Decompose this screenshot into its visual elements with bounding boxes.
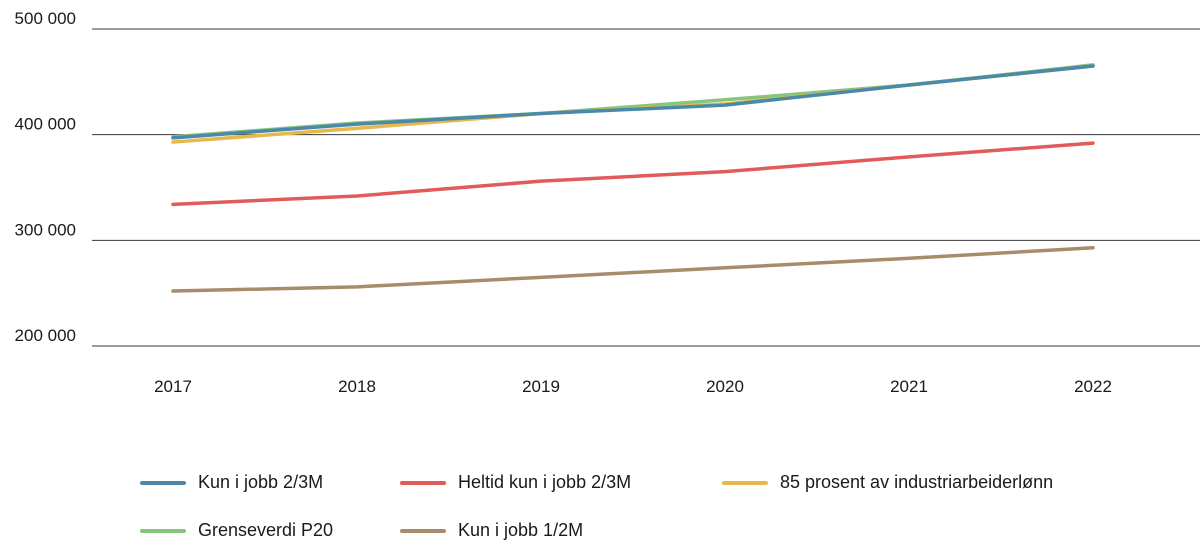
x-tick-label: 2019 [522,377,560,396]
series-line-0 [171,64,1095,140]
y-tick-label: 200 000 [15,326,76,345]
y-tick-label: 500 000 [15,9,76,28]
x-tick-label: 2018 [338,377,376,396]
x-axis-labels: 2017 2018 2019 2020 2021 2022 [154,377,1112,396]
y-tick-label: 300 000 [15,220,76,239]
y-axis-labels: 200 000 300 000 400 000 500 000 [15,9,76,345]
x-tick-label: 2021 [890,377,928,396]
series-line-2 [171,64,1095,144]
y-tick-label: 400 000 [15,115,76,134]
series-line-1 [171,141,1095,207]
series-lines [171,63,1095,293]
x-tick-label: 2017 [154,377,192,396]
x-tick-label: 2020 [706,377,744,396]
gridlines [92,28,1200,347]
series-line-4 [171,245,1095,293]
x-tick-label: 2022 [1074,377,1112,396]
